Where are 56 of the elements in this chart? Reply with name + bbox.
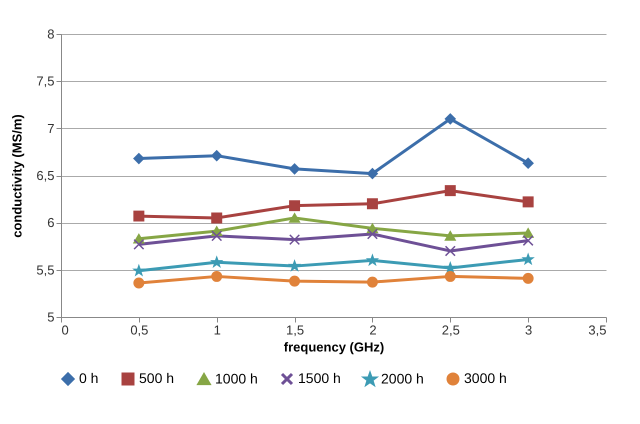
point: [366, 168, 378, 180]
y-tick-label: 7: [47, 120, 54, 136]
y-tick-label: 6,5: [36, 168, 54, 183]
point: [289, 276, 300, 287]
point: [133, 153, 144, 164]
point: [366, 276, 378, 288]
point: [133, 210, 144, 222]
legend-label: 1000 h: [215, 370, 258, 386]
y-tick-label: 6: [47, 215, 54, 230]
x-tick-label: 3: [525, 322, 532, 338]
x-tick-label: 1,5: [286, 322, 304, 338]
point: [444, 270, 456, 282]
point: [522, 235, 534, 246]
x-tick-label: 0: [62, 322, 69, 338]
point: [211, 150, 222, 162]
y-tick-label: 5,5: [36, 262, 54, 278]
point: [133, 278, 144, 289]
x-axis-title: frequency (GHz): [284, 340, 384, 354]
point: [366, 198, 378, 210]
point: [522, 254, 534, 264]
point: [444, 245, 456, 256]
point: [289, 260, 300, 271]
point: [444, 231, 456, 241]
y-tick-label: 5: [47, 310, 54, 324]
point: [211, 230, 222, 242]
point: [133, 238, 144, 250]
y-tick-label: 8: [47, 26, 54, 42]
y-tick-label: 7,5: [36, 74, 54, 89]
point: [134, 265, 144, 276]
legend-label: 2000 h: [381, 370, 424, 386]
point: [367, 254, 378, 265]
point: [444, 185, 456, 196]
point: [289, 213, 300, 223]
point: [366, 228, 378, 240]
point: [445, 262, 456, 273]
x-tick-label: 0,5: [130, 322, 148, 338]
point: [522, 272, 534, 284]
point: [289, 234, 300, 246]
point: [289, 200, 300, 212]
legend-label: 3000 h: [464, 370, 507, 386]
point: [444, 113, 456, 124]
point: [211, 256, 222, 267]
point: [522, 158, 534, 169]
x-tick-label: 3,5: [588, 322, 606, 338]
legend-label: 0 h: [79, 370, 98, 386]
x-tick-label: 2: [369, 322, 377, 338]
legend-label: 500 h: [139, 370, 174, 386]
point: [522, 228, 534, 238]
legend-label: 1500 h: [298, 370, 341, 386]
point: [289, 163, 300, 174]
x-tick-label: 1: [214, 322, 221, 338]
y-axis-title: conductivity (MS/m): [9, 114, 24, 238]
point: [211, 212, 222, 224]
x-tick-label: 2,5: [442, 322, 460, 338]
point: [522, 196, 534, 208]
point: [211, 270, 222, 282]
